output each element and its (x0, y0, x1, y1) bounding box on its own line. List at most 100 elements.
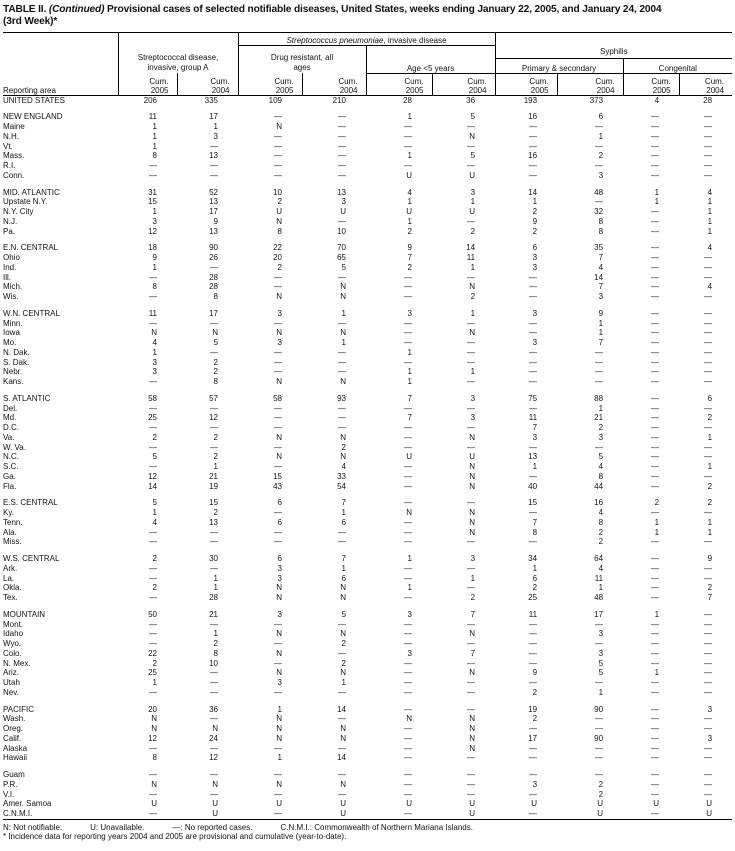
value-cell: — (274, 282, 282, 292)
value-cell: — (338, 537, 346, 547)
value-cell: 25 (148, 413, 157, 423)
value-cell: — (595, 141, 604, 151)
value-cell: 30 (209, 554, 218, 563)
reporting-area-cell: Kans. (3, 377, 24, 386)
value-cell: — (210, 687, 218, 697)
value-cell: — (274, 170, 282, 180)
value-cell: — (595, 367, 604, 377)
value-cell: 70 (337, 243, 346, 253)
reporting-area-cell: Mont. (3, 619, 24, 629)
value-cell: 17 (528, 733, 538, 743)
value-cell: N (151, 724, 157, 733)
value-cell: 7 (598, 282, 604, 292)
table-row: Colo. 22 8 N — 3 7 — 3 — — (3, 649, 732, 659)
reporting-area-cell: S. Dak. (3, 357, 30, 367)
value-cell: 14 (594, 272, 604, 282)
value-cell: 40 (528, 481, 538, 491)
value-cell: — (467, 347, 476, 357)
value-cell: 3 (532, 262, 538, 272)
value-cell: — (651, 733, 660, 743)
year-label: 2005 (405, 85, 424, 95)
value-cell: — (404, 743, 412, 753)
value-cell: 2 (707, 498, 713, 508)
value-cell: 2 (407, 226, 412, 236)
value-cell: 2 (532, 687, 538, 697)
value-cell: — (651, 619, 660, 629)
value-cell: 12 (209, 753, 218, 763)
table-row: Miss. — — — — — — — 2 — — (3, 537, 732, 547)
value-cell: — (529, 442, 538, 452)
value-cell: — (529, 122, 538, 131)
value-cell: — (704, 338, 713, 347)
value-cell: 11 (466, 253, 476, 262)
value-cell: 1 (598, 131, 604, 141)
value-cell: — (651, 318, 660, 328)
value-cell: 4 (707, 187, 713, 197)
value-cell: — (274, 508, 282, 517)
value-cell: — (704, 367, 713, 377)
value-cell: — (651, 393, 660, 403)
value-cell: — (467, 563, 476, 573)
value-cell: 7 (470, 609, 476, 619)
value-cell: N (406, 508, 412, 517)
value-cell: — (529, 131, 538, 141)
cum-label: Cum. (210, 76, 230, 86)
value-cell: 2 (707, 583, 713, 593)
value-cell: — (467, 789, 476, 799)
value-cell: — (404, 770, 412, 779)
value-cell: 16 (594, 498, 604, 508)
value-cell: 1 (407, 583, 412, 593)
reporting-area-cell: Oreg. (3, 724, 24, 733)
cum-year-header: Cum. 2005 (622, 73, 680, 96)
value-cell: — (529, 629, 538, 639)
value-cell: 2 (152, 554, 157, 563)
value-cell: — (274, 442, 282, 452)
value-cell: — (404, 573, 412, 583)
value-cell: — (274, 619, 282, 629)
value-cell: N (469, 527, 476, 537)
reporting-area-cell: Nev. (3, 687, 19, 697)
value-cell: U (706, 799, 713, 809)
value-cell: 109 (268, 95, 282, 105)
reporting-area-cell: Miss. (3, 537, 22, 547)
value-cell: — (404, 619, 412, 629)
reporting-area-cell: Ill. (3, 272, 11, 282)
value-cell: 4 (152, 338, 157, 347)
value-cell: N (340, 452, 346, 462)
value-cell: 58 (148, 393, 157, 403)
cum-year-header: Cum. 2005 (494, 73, 558, 96)
value-cell: — (404, 704, 412, 714)
value-cell: 1 (532, 563, 538, 573)
value-cell: — (210, 770, 218, 779)
table-row: W. Va. — — — 2 — — — — — — (3, 443, 732, 453)
value-cell: — (651, 563, 660, 573)
value-cell: — (704, 122, 713, 131)
value-cell: 1 (654, 517, 660, 527)
value-cell: 13 (209, 517, 218, 527)
value-cell: N (340, 593, 346, 602)
value-cell: 16 (528, 112, 538, 122)
value-cell: N (276, 292, 282, 301)
value-cell: 2 (598, 527, 604, 537)
title-prefix: TABLE II. (3, 4, 49, 15)
value-cell: — (274, 423, 282, 432)
value-cell: 2 (598, 789, 604, 799)
value-cell: 1 (152, 347, 157, 357)
reporting-area-cell: N.Y. City (3, 207, 34, 216)
value-cell: 3 (407, 609, 412, 619)
value-cell: 1 (598, 328, 604, 338)
value-cell: 57 (209, 393, 218, 403)
value-cell: — (210, 563, 218, 573)
value-cell: 1 (407, 216, 412, 226)
value-cell: U (653, 799, 660, 809)
value-cell: 2 (213, 639, 218, 648)
value-cell: — (595, 724, 604, 733)
value-cell: — (210, 141, 218, 151)
reporting-area-cell: W.S. CENTRAL (3, 554, 60, 563)
table-row: Calif. 12 24 N N — N 17 90 — 3 (3, 734, 732, 744)
table-row: MID. ATLANTIC 31 52 10 13 4 3 14 48 1 4 (3, 188, 732, 198)
value-cell: — (704, 609, 713, 619)
value-cell: 210 (332, 95, 346, 105)
table-row: W.S. CENTRAL 2 30 6 7 1 3 34 64 — 9 (3, 554, 732, 564)
value-cell: 13 (209, 151, 218, 161)
